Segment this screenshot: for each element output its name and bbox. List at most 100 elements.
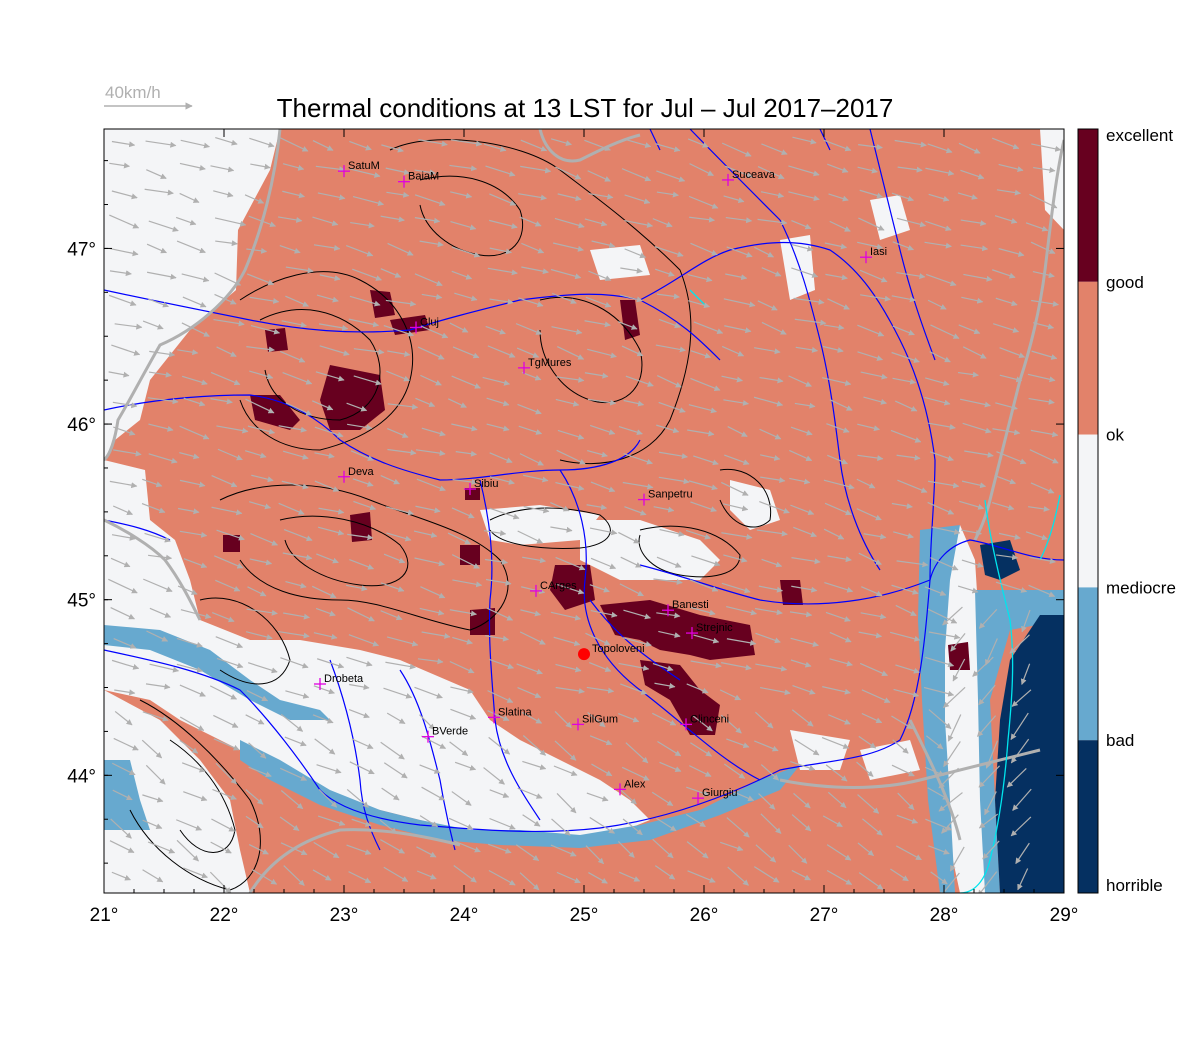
wind-arrow <box>618 871 641 882</box>
wind-arrow <box>588 872 608 884</box>
wind-arrow <box>685 813 706 828</box>
wind-arrow <box>930 324 960 339</box>
city-label: Banesti <box>672 599 709 611</box>
wind-arrow <box>654 682 676 689</box>
wind-arrow <box>891 715 913 730</box>
wind-arrow <box>211 506 243 516</box>
wind-arrow <box>414 169 436 176</box>
wind-arrow <box>316 658 345 669</box>
wind-arrow <box>111 344 141 356</box>
wind-arrow <box>215 636 243 649</box>
city-marker: Sanpetru <box>638 489 693 506</box>
wind-arrow <box>487 345 516 358</box>
wind-arrow <box>550 268 582 280</box>
wind-arrow <box>589 584 610 593</box>
wind-arrow <box>658 630 681 639</box>
wind-arrow <box>245 789 264 805</box>
wind-arrow <box>926 735 944 750</box>
wind-arrow <box>656 375 682 388</box>
wind-arrow <box>726 605 757 616</box>
wind-arrow <box>556 871 581 884</box>
wind-arrow <box>109 480 138 489</box>
wind-arrow <box>245 815 264 829</box>
wind-arrow <box>822 377 852 386</box>
wind-arrow <box>346 244 374 257</box>
wind-arrow <box>148 554 173 561</box>
wind-arrow <box>622 481 654 490</box>
legend-label: excellent <box>1106 126 1173 145</box>
legend-swatch <box>1078 740 1098 893</box>
wind-arrow <box>550 844 577 857</box>
wind-arrow <box>960 244 989 252</box>
wind-arrow <box>244 450 267 459</box>
wind-arrow <box>754 347 781 355</box>
wind-arrow <box>487 843 512 854</box>
wind-arrow <box>383 324 415 337</box>
wind-arrow <box>108 578 138 594</box>
wind-arrow <box>487 690 514 703</box>
wind-arrow <box>386 532 412 542</box>
wind-arrow <box>278 502 305 515</box>
wind-arrow <box>726 738 750 749</box>
wind-arrow <box>179 739 199 754</box>
wind-arrow <box>655 143 681 153</box>
wind-arrow <box>112 505 133 515</box>
wind-arrow <box>995 581 1028 593</box>
wind-arrow <box>483 143 507 152</box>
wind-arrow <box>177 585 198 595</box>
city-marker: Drobeta <box>314 673 364 690</box>
wind-arrow <box>421 786 446 801</box>
wind-arrow <box>790 504 815 516</box>
wind-arrow <box>249 558 273 566</box>
wind-arrow <box>113 638 137 649</box>
wind-arrow <box>620 267 643 274</box>
wind-arrow <box>518 297 544 308</box>
wind-arrow <box>383 866 409 882</box>
wind-arrow <box>999 374 1023 383</box>
wind-arrow <box>285 402 313 416</box>
wind-arrow <box>653 578 683 585</box>
wind-arrow <box>658 451 688 460</box>
wind-arrow <box>826 844 852 861</box>
wind-arrow <box>890 429 922 443</box>
wind-arrow <box>862 818 883 836</box>
wind-arrow <box>792 136 817 145</box>
wind-arrow <box>282 190 306 199</box>
wind-arrow <box>652 218 673 228</box>
wind-arrow <box>317 815 346 826</box>
wind-arrow <box>1021 609 1031 633</box>
wind-arrow <box>996 451 1027 465</box>
wind-arrow <box>924 241 952 249</box>
wind-arrow <box>249 296 280 304</box>
wind-arrow <box>947 714 962 742</box>
wind-arrow <box>213 190 234 198</box>
wind-arrow <box>179 530 208 538</box>
wind-arrow <box>895 604 917 617</box>
city-marker: Giurgiu <box>692 787 737 805</box>
wind-arrow <box>521 266 549 275</box>
wind-arrow <box>755 663 788 672</box>
wind-arrow <box>346 788 369 808</box>
wind-arrow <box>109 840 135 854</box>
wind-arrow <box>1020 663 1031 685</box>
wind-arrow <box>146 243 167 254</box>
wind-arrow <box>656 170 686 182</box>
x-tick-label: 24° <box>450 905 479 926</box>
wind-arrow <box>759 376 784 384</box>
wind-arrow <box>555 398 580 407</box>
wind-arrow <box>317 526 345 536</box>
wind-arrow <box>381 144 404 153</box>
wind-arrow <box>823 479 855 490</box>
wind-arrow <box>962 422 992 434</box>
wind-arrow <box>863 533 887 540</box>
wind-arrow <box>624 506 647 516</box>
wind-arrow <box>822 686 851 695</box>
wind-arrow <box>856 508 882 521</box>
wind-arrow <box>758 793 776 810</box>
wind-arrow <box>938 792 963 812</box>
wind-arrow <box>1028 505 1050 512</box>
wind-arrow <box>721 532 753 540</box>
wind-arrow <box>860 612 887 620</box>
wind-arrow <box>930 871 948 885</box>
wind-arrow <box>488 869 516 886</box>
